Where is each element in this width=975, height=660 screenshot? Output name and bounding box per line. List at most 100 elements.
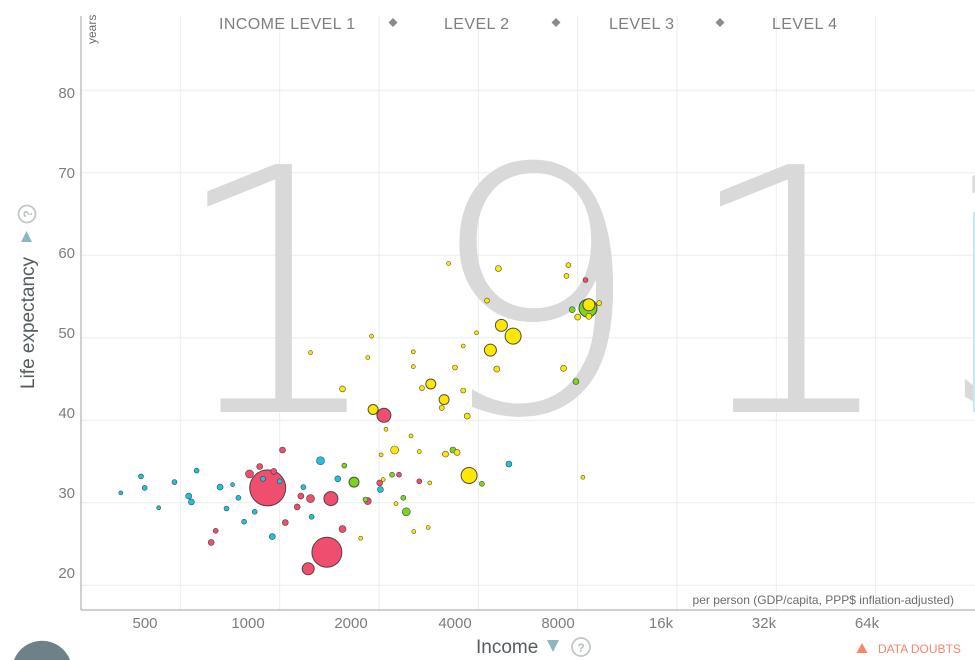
bubble[interactable]	[323, 491, 339, 507]
bubble[interactable]	[380, 477, 386, 482]
bubble[interactable]	[256, 463, 264, 470]
legend-item-level-2[interactable]: LEVEL 2	[444, 16, 509, 33]
bubble[interactable]	[416, 478, 423, 485]
bubble[interactable]	[463, 412, 471, 420]
bubble[interactable]	[369, 333, 374, 339]
bubble[interactable]	[268, 533, 276, 540]
bubble[interactable]	[362, 496, 369, 503]
bubble[interactable]	[141, 485, 148, 491]
bubble[interactable]	[393, 501, 399, 506]
bubble[interactable]	[493, 365, 501, 373]
bubble[interactable]	[334, 475, 342, 483]
bubble[interactable]	[427, 480, 433, 486]
bubble[interactable]	[568, 306, 576, 314]
bubble[interactable]	[401, 507, 411, 517]
bubble[interactable]	[483, 343, 497, 357]
bubble[interactable]	[235, 494, 242, 501]
bubble[interactable]	[188, 498, 195, 506]
bubble[interactable]	[297, 492, 305, 500]
bubble[interactable]	[419, 385, 425, 391]
bubble[interactable]	[400, 494, 407, 501]
x-axis-selector[interactable]: Income ?	[476, 637, 591, 658]
bubble[interactable]	[460, 387, 467, 394]
bubble[interactable]	[251, 508, 258, 515]
bubble[interactable]	[377, 486, 384, 493]
bubble[interactable]	[453, 449, 461, 456]
bubble[interactable]	[408, 433, 414, 439]
bubble[interactable]	[596, 300, 603, 306]
y-axis-title[interactable]: Life expectancy	[18, 256, 39, 389]
bubble[interactable]	[572, 378, 580, 385]
bubble[interactable]	[230, 482, 235, 487]
bubble[interactable]	[241, 518, 247, 525]
bubble[interactable]	[585, 312, 593, 320]
bubble[interactable]	[308, 350, 313, 355]
bubble[interactable]	[300, 484, 307, 490]
bubble[interactable]	[249, 469, 287, 507]
legend-item-level-4[interactable]: LEVEL 4	[772, 16, 837, 33]
bubble[interactable]	[279, 446, 286, 454]
bubble[interactable]	[138, 473, 144, 480]
bubble[interactable]	[565, 262, 572, 269]
bubble[interactable]	[376, 407, 392, 423]
question-circle-icon[interactable]: ?	[17, 204, 37, 224]
bubble[interactable]	[505, 460, 513, 468]
bubble[interactable]	[383, 426, 389, 432]
x-axis-title[interactable]: Income	[476, 637, 538, 658]
legend-item-income-level-1[interactable]: INCOME LEVEL 1	[219, 16, 356, 33]
question-circle-icon[interactable]: ?	[571, 637, 591, 657]
bubble[interactable]	[358, 535, 364, 541]
bubble[interactable]	[580, 474, 586, 480]
y-axis-selector[interactable]: Life expectancy ?	[17, 204, 39, 390]
bubble[interactable]	[416, 449, 422, 454]
bubble[interactable]	[452, 364, 458, 371]
bubble[interactable]	[425, 525, 431, 530]
bubble[interactable]	[365, 355, 371, 360]
bubble[interactable]	[460, 343, 466, 349]
bubble[interactable]	[185, 492, 192, 500]
bubble[interactable]	[207, 539, 215, 546]
bubble[interactable]	[560, 364, 567, 372]
bubble[interactable]	[479, 480, 485, 487]
triangle-down-icon[interactable]	[547, 640, 559, 652]
bubble[interactable]	[389, 471, 395, 478]
bubble[interactable]	[118, 490, 124, 496]
bubble[interactable]	[582, 298, 596, 312]
bubble[interactable]	[504, 327, 522, 345]
bubble[interactable]	[339, 385, 346, 393]
bubble[interactable]	[341, 462, 348, 469]
bubble[interactable]	[293, 503, 301, 511]
avatar[interactable]	[14, 640, 70, 660]
bubble[interactable]	[411, 529, 417, 534]
bubble[interactable]	[212, 527, 219, 534]
bubble[interactable]	[270, 468, 278, 475]
bubble[interactable]	[260, 475, 266, 482]
bubble[interactable]	[171, 479, 178, 485]
bubble[interactable]	[281, 519, 289, 526]
bubble[interactable]	[378, 452, 384, 458]
bubble[interactable]	[425, 378, 437, 390]
bubble[interactable]	[245, 469, 254, 479]
bubble[interactable]	[484, 297, 490, 304]
bubble[interactable]	[308, 513, 315, 520]
bubble[interactable]	[316, 456, 325, 466]
bubble[interactable]	[442, 450, 449, 458]
bubble[interactable]	[495, 265, 502, 272]
bubble[interactable]	[390, 445, 399, 455]
bubble[interactable]	[216, 483, 224, 491]
bubble[interactable]	[306, 494, 315, 503]
triangle-down-icon[interactable]	[21, 231, 32, 242]
bubble[interactable]	[156, 505, 161, 511]
bubble[interactable]	[494, 318, 508, 332]
bubble[interactable]	[193, 467, 200, 474]
bubble[interactable]	[367, 404, 379, 415]
bubble[interactable]	[582, 277, 589, 283]
bubble[interactable]	[301, 562, 315, 576]
bubble[interactable]	[438, 405, 445, 411]
bubble[interactable]	[376, 479, 384, 487]
bubble[interactable]	[446, 261, 451, 266]
bubble[interactable]	[276, 478, 283, 485]
bubble[interactable]	[410, 364, 416, 369]
bubble[interactable]	[311, 536, 343, 568]
data-doubts-link[interactable]: DATA DOUBTS	[856, 642, 961, 656]
